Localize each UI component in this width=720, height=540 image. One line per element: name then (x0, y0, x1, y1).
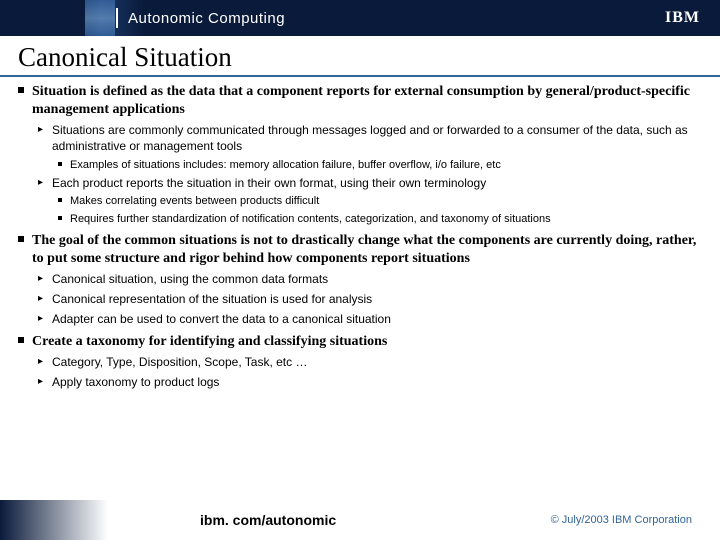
bullet-text: Requires further standardization of noti… (70, 213, 551, 225)
slide-title: Canonical Situation (0, 36, 720, 77)
footer-copyright: © July/2003 IBM Corporation (551, 514, 692, 526)
bullet-l2: Canonical situation, using the common da… (32, 272, 706, 288)
product-line: Autonomic Computing (128, 10, 285, 27)
bullet-text: Each product reports the situation in th… (52, 176, 486, 190)
header-separator (116, 8, 118, 28)
header-accent (85, 0, 115, 36)
bullet-text: Adapter can be used to convert the data … (52, 312, 391, 326)
bullet-text: Situations are commonly communicated thr… (52, 123, 688, 153)
bullet-text: Examples of situations includes: memory … (70, 159, 501, 171)
bullet-text: The goal of the common situations is not… (32, 233, 696, 266)
bullet-l3: Requires further standardization of noti… (52, 212, 706, 226)
bullet-l2: Canonical representation of the situatio… (32, 292, 706, 308)
bullet-l2: Situations are commonly communicated thr… (32, 123, 706, 171)
bullet-l1: The goal of the common situations is not… (14, 232, 706, 327)
bullet-l1: Create a taxonomy for identifying and cl… (14, 333, 706, 390)
bullet-l1: Situation is defined as the data that a … (14, 83, 706, 226)
footer-url: ibm. com/autonomic (200, 512, 336, 528)
bullet-text: Situation is defined as the data that a … (32, 84, 690, 117)
bullet-text: Canonical situation, using the common da… (52, 272, 328, 286)
header-bar: Autonomic Computing IBM (0, 0, 720, 36)
bullet-l2: Each product reports the situation in th… (32, 176, 706, 226)
bullet-l3: Makes correlating events between product… (52, 194, 706, 208)
bullet-text: Create a taxonomy for identifying and cl… (32, 334, 387, 349)
bullet-text: Canonical representation of the situatio… (52, 292, 372, 306)
bullet-text: Apply taxonomy to product logs (52, 375, 219, 389)
ibm-logo: IBM (665, 9, 700, 27)
bullet-l2: Adapter can be used to convert the data … (32, 312, 706, 328)
footer-bar: ibm. com/autonomic © July/2003 IBM Corpo… (0, 500, 720, 540)
slide-content: Situation is defined as the data that a … (0, 83, 720, 391)
bullet-l2: Apply taxonomy to product logs (32, 375, 706, 391)
bullet-l2: Category, Type, Disposition, Scope, Task… (32, 355, 706, 371)
bullet-text: Category, Type, Disposition, Scope, Task… (52, 355, 307, 369)
bullet-text: Makes correlating events between product… (70, 195, 319, 207)
bullet-l3: Examples of situations includes: memory … (52, 158, 706, 172)
